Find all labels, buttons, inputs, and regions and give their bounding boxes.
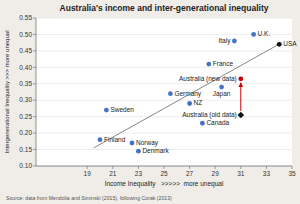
x-tick-label: 35 [288,170,296,177]
chart: 0.10 0.15 0.20 0.25 0.30 0.35 0.40 0.45 0.50 0.55… [0,0,300,204]
x-tick [292,166,293,169]
x-tick [266,166,267,169]
x-tick [112,166,113,169]
point-label: Finland [104,136,126,143]
source-note: Source: data from Mendolia and Siminski … [6,195,172,201]
y-tick [33,166,36,167]
y-axis-label: Intergenerational Inequality >>> more un… [4,31,10,154]
point-label: Italy [218,37,231,45]
y-tick-label: 0.10 [19,162,32,169]
point-label: Australia (new data) [179,75,237,83]
point-label: NZ [194,99,203,106]
y-axis-line [36,18,37,166]
point [200,121,205,126]
point [251,32,256,37]
grid-line [36,18,292,19]
y-tick [33,18,36,19]
y-tick [33,133,36,134]
point [219,85,224,90]
point-label: Japan [213,90,231,98]
x-tick-label: 21 [109,170,117,177]
x-axis-label: Income Inequality >>>>> more unequal [105,180,224,188]
grid-line [36,133,292,134]
plot-area [94,32,282,154]
title: Australia's income and inter-generationa… [60,3,269,13]
x-tick-label: 29 [212,170,220,177]
point-label: France [213,60,234,67]
arrow [240,83,241,111]
x-tick [87,166,88,169]
x-tick-label: 19 [84,170,92,177]
y-tick [33,83,36,84]
y-tick [33,116,36,117]
y-tick [33,34,36,35]
point [136,149,141,154]
point [232,39,237,44]
point [98,137,103,142]
y-tick-label: 0.50 [19,31,32,38]
point [277,42,282,47]
point [238,76,243,81]
x-tick [189,166,190,169]
y-tick-label: 0.25 [19,113,32,120]
y-tick-label: 0.15 [19,146,32,153]
grid-line [36,100,292,101]
point [168,91,173,96]
y-tick-label: 0.20 [19,129,32,136]
plot-background [36,18,292,166]
x-tick [240,166,241,169]
point-label: Canada [206,119,229,126]
grid-line [36,83,292,84]
point-label: Sweden [110,106,134,113]
x-tick-label: 25 [160,170,168,177]
x-tick [138,166,139,169]
x-axis-line [36,166,292,167]
point [104,108,109,113]
y-tick [33,50,36,51]
x-tick-label: 31 [237,170,245,177]
x-tick-label: 23 [135,170,143,177]
y-tick-label: 0.45 [19,47,32,54]
grid-line [36,50,292,51]
point-label: Australia (old data) [182,111,237,119]
point [130,141,135,146]
y-tick-label: 0.30 [19,96,32,103]
point-label: Germany [174,90,201,98]
point-label: U.K. [258,30,271,37]
x-tick-label: 33 [263,170,271,177]
point [238,112,244,118]
y-tick [33,100,36,101]
grid-line [36,67,292,68]
y-tick-label: 0.40 [19,64,32,71]
point-label: Norway [136,139,159,147]
point [206,62,211,67]
y-tick [33,67,36,68]
point-label: USA [283,40,297,47]
point-label: Denmark [142,147,169,154]
x-tick [164,166,165,169]
point [187,101,192,106]
y-tick [33,149,36,150]
y-tick-label: 0.55 [19,14,32,21]
x-tick-label: 27 [186,170,194,177]
trendline [94,43,282,148]
y-tick-label: 0.35 [19,80,32,87]
x-tick [215,166,216,169]
grid-line [36,116,292,117]
point-labels: Finland Sweden NorwayDenmark GermanyNZ Franc… [104,30,297,154]
